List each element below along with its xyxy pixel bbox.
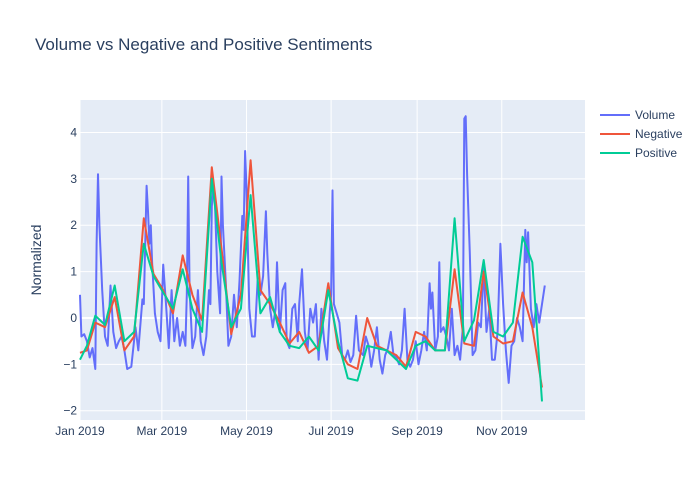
chart-title: Volume vs Negative and Positive Sentimen… — [35, 35, 372, 54]
series-lines — [79, 115, 546, 402]
x-tick-label: Sep 2019 — [391, 424, 443, 438]
series-line-volume[interactable] — [79, 115, 546, 384]
series-line-positive[interactable] — [79, 177, 543, 402]
y-tick-label: 1 — [70, 265, 77, 279]
y-tick-label: 3 — [70, 172, 77, 186]
legend-label: Positive — [635, 146, 677, 160]
y-tick-label: −2 — [63, 404, 77, 418]
y-tick-label: 0 — [70, 311, 77, 325]
legend-label: Volume — [635, 108, 675, 122]
legend-item-negative[interactable]: Negative — [600, 127, 683, 141]
legend-item-positive[interactable]: Positive — [600, 146, 677, 160]
y-tick-label: 4 — [70, 125, 77, 139]
x-tick-label: Nov 2019 — [476, 424, 528, 438]
x-tick-label: Mar 2019 — [137, 424, 188, 438]
legend-item-volume[interactable]: Volume — [600, 108, 675, 122]
y-tick-label: 2 — [70, 218, 77, 232]
legend[interactable]: Volume Negative Positive — [600, 108, 683, 160]
x-tick-label: Jan 2019 — [55, 424, 105, 438]
tick-labels: −2 −1 0 1 2 3 4 Jan 2019 Mar 2019 May 2019 Jul 201… — [55, 125, 527, 438]
y-tick-label: −1 — [63, 357, 77, 371]
y-axis-title: Normalized — [28, 225, 44, 296]
legend-label: Negative — [635, 127, 683, 141]
x-tick-label: Jul 2019 — [308, 424, 354, 438]
x-tick-label: May 2019 — [220, 424, 273, 438]
